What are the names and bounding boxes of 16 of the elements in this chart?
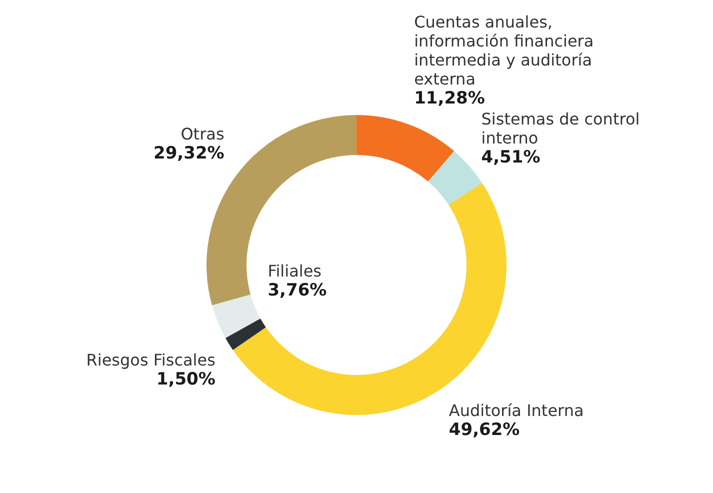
data-label: 3,76%: [268, 280, 327, 300]
donut-slice: [428, 151, 482, 205]
data-label: 29,32%: [153, 144, 224, 164]
donut-slice: [356, 115, 454, 182]
slice-label: Filiales: [268, 261, 322, 280]
data-label: 11,28%: [414, 88, 485, 108]
slice-label: Auditoría Interna: [448, 400, 584, 420]
donut-slice: [212, 294, 260, 338]
data-label: 1,50%: [156, 369, 216, 390]
slice-label: Sistemas de control interno: [481, 109, 640, 148]
donut-slice: [225, 318, 266, 350]
slice-label: Cuentas anuales, información financiera intermedia y auditoría externa: [414, 12, 594, 88]
slice-label: Otras: [180, 124, 224, 144]
data-label: 4,51%: [481, 147, 540, 168]
slice-label: Riesgos Fiscales: [86, 350, 216, 370]
data-label: 49,62%: [448, 420, 520, 440]
